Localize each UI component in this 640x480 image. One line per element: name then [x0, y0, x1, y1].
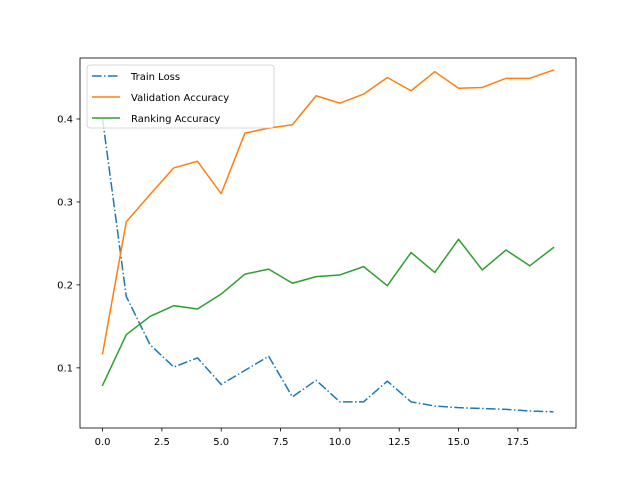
- series-line-1: [101, 69, 555, 355]
- x-tick-label: 17.5: [507, 437, 529, 448]
- y-tick-label: 0.3: [57, 198, 73, 209]
- series-line-2: [101, 238, 555, 387]
- y-tick-label: 0.2: [57, 280, 73, 291]
- x-tick-label: 5.0: [213, 437, 229, 448]
- y-tick-label: 0.1: [57, 363, 73, 374]
- x-tick-label: 12.5: [388, 437, 410, 448]
- legend-label-0: Train Loss: [130, 72, 180, 83]
- x-tick-label: 15.0: [447, 437, 469, 448]
- legend-label-2: Ranking Accuracy: [131, 114, 220, 125]
- x-axis: 0.0 2.5 5.0 7.5 10.0 12.5 15.0 17.5: [95, 428, 529, 448]
- legend: Train Loss Validation Accuracy Ranking Acc…: [86, 64, 275, 129]
- y-axis: 0.1 0.2 0.3 0.4: [57, 115, 80, 374]
- y-tick-label: 0.4: [57, 115, 73, 126]
- series-layer: [101, 69, 555, 413]
- x-tick-label: 10.0: [329, 437, 351, 448]
- x-tick-label: 0.0: [95, 437, 111, 448]
- legend-box: [86, 64, 275, 129]
- x-tick-label: 2.5: [154, 437, 170, 448]
- plot-frame: [79, 57, 577, 429]
- legend-label-1: Validation Accuracy: [131, 93, 229, 104]
- series-line-0: [101, 118, 554, 413]
- x-tick-label: 7.5: [273, 437, 289, 448]
